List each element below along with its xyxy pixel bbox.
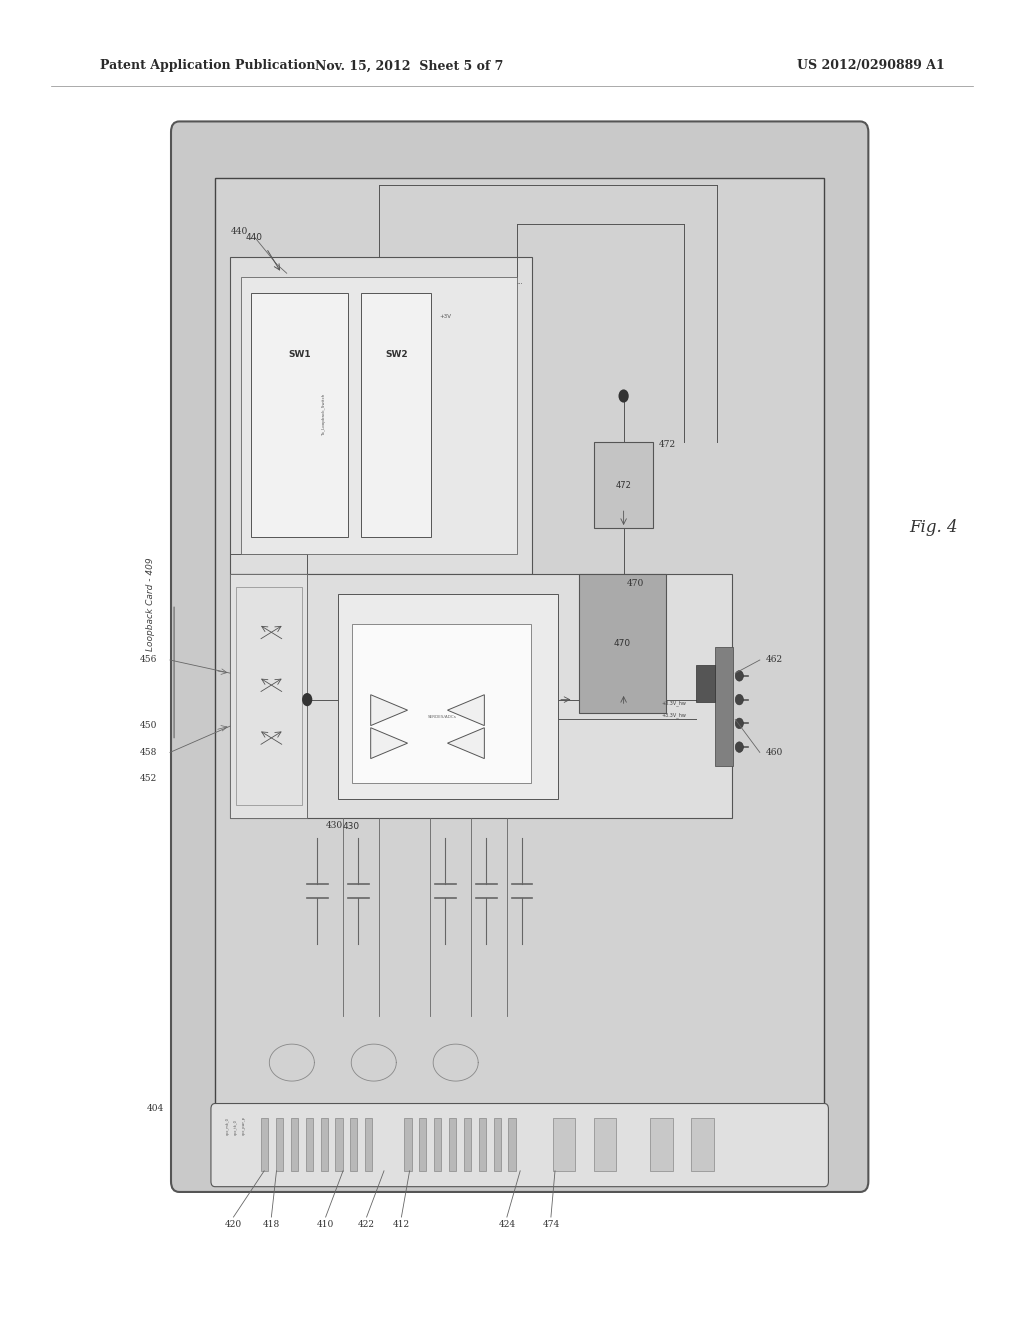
Bar: [696, 665, 715, 702]
Text: Tx_Loopback_Switch: Tx_Loopback_Switch: [322, 393, 326, 437]
Bar: [261, 1118, 268, 1171]
Text: 418: 418: [263, 1221, 280, 1229]
Bar: [494, 1118, 501, 1171]
Circle shape: [735, 694, 743, 705]
Text: opc_pwr_p: opc_pwr_p: [242, 1117, 246, 1135]
Text: 462: 462: [766, 656, 783, 664]
Polygon shape: [371, 694, 408, 726]
Bar: [594, 1118, 616, 1171]
FancyBboxPatch shape: [171, 121, 868, 1192]
Bar: [579, 574, 666, 713]
Bar: [361, 293, 431, 537]
Text: 472: 472: [658, 441, 676, 449]
Text: Patent Application Publication: Patent Application Publication: [100, 59, 315, 73]
Bar: [479, 1118, 486, 1171]
Circle shape: [735, 671, 743, 681]
Polygon shape: [447, 727, 484, 759]
Bar: [276, 1118, 283, 1171]
Bar: [291, 1118, 298, 1171]
Circle shape: [735, 742, 743, 752]
Polygon shape: [447, 694, 484, 726]
Bar: [338, 594, 558, 799]
Bar: [350, 1118, 357, 1171]
Text: +3V: +3V: [439, 314, 452, 319]
Text: +3.3V_hw: +3.3V_hw: [662, 701, 686, 706]
Bar: [305, 1118, 313, 1171]
Bar: [230, 574, 732, 818]
Text: 456: 456: [139, 656, 157, 664]
Text: 424: 424: [499, 1221, 515, 1229]
Text: Loopback Card - 409: Loopback Card - 409: [146, 557, 155, 651]
Bar: [230, 574, 307, 818]
Text: opc_mk_0: opc_mk_0: [225, 1117, 229, 1135]
Text: 440: 440: [230, 227, 248, 235]
Circle shape: [735, 718, 743, 729]
Bar: [236, 587, 302, 805]
Text: 460: 460: [766, 748, 783, 756]
Bar: [434, 1118, 441, 1171]
Bar: [464, 1118, 471, 1171]
Text: +3.3V_hw: +3.3V_hw: [662, 713, 686, 718]
Bar: [321, 1118, 328, 1171]
Bar: [230, 257, 532, 574]
Bar: [366, 1118, 373, 1171]
Text: 458: 458: [139, 748, 157, 756]
Polygon shape: [371, 727, 408, 759]
Text: 420: 420: [225, 1221, 242, 1229]
Bar: [420, 1118, 427, 1171]
Bar: [509, 1118, 516, 1171]
FancyBboxPatch shape: [211, 1104, 828, 1187]
FancyBboxPatch shape: [215, 178, 824, 1129]
Bar: [404, 1118, 412, 1171]
Text: 422: 422: [358, 1221, 375, 1229]
Bar: [594, 442, 653, 528]
Bar: [715, 647, 733, 766]
Text: 472: 472: [615, 480, 632, 490]
Text: 412: 412: [393, 1221, 410, 1229]
Text: 430: 430: [343, 822, 360, 832]
Text: SW2: SW2: [385, 350, 408, 359]
Text: 470: 470: [613, 639, 631, 648]
Text: 470: 470: [627, 579, 644, 587]
Circle shape: [302, 693, 312, 706]
Text: opc_tk_0: opc_tk_0: [233, 1119, 238, 1135]
Text: SW1: SW1: [288, 350, 311, 359]
Text: 410: 410: [317, 1221, 334, 1229]
Bar: [449, 1118, 457, 1171]
Text: SERDES/ADCs: SERDES/ADCs: [427, 714, 457, 719]
Text: 474: 474: [543, 1221, 559, 1229]
Text: 450: 450: [139, 722, 157, 730]
Bar: [251, 293, 348, 537]
Bar: [650, 1118, 673, 1171]
Text: ...: ...: [516, 280, 522, 285]
Text: Nov. 15, 2012  Sheet 5 of 7: Nov. 15, 2012 Sheet 5 of 7: [315, 59, 504, 73]
Bar: [352, 624, 531, 783]
Text: 430: 430: [326, 821, 343, 829]
Bar: [691, 1118, 714, 1171]
Text: 452: 452: [139, 775, 157, 783]
Bar: [553, 1118, 575, 1171]
Bar: [241, 277, 517, 554]
Text: 440: 440: [246, 234, 262, 242]
Text: 404: 404: [146, 1105, 164, 1113]
Text: Fig. 4: Fig. 4: [909, 520, 957, 536]
Text: US 2012/0290889 A1: US 2012/0290889 A1: [797, 59, 944, 73]
Bar: [336, 1118, 342, 1171]
Circle shape: [618, 389, 629, 403]
